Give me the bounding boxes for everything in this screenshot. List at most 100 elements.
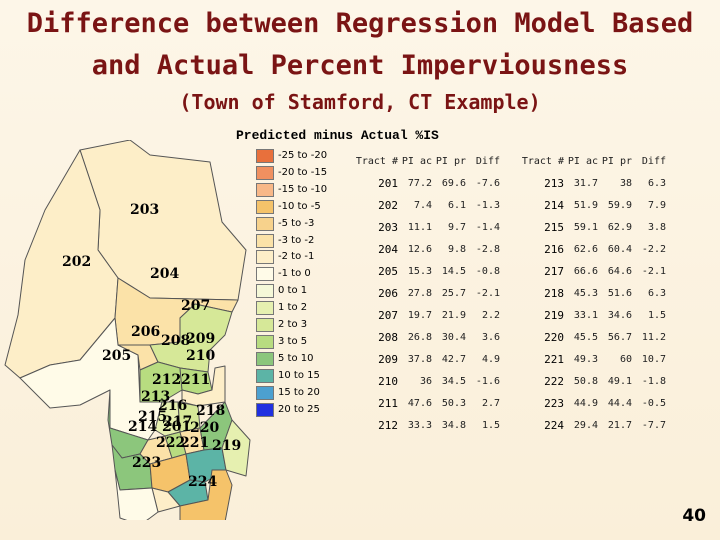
header-diff-right: Diff [641,155,666,167]
diff-cell: -7.6 [475,177,500,189]
diff-cell: 6.3 [647,287,666,299]
legend-swatch [256,284,274,299]
tract-cell: 222 [544,374,564,388]
tract-219-area [221,419,251,477]
map-label-216: 216 [158,398,187,414]
legend-item: 0 to 1 [256,283,346,299]
pi-pr-cell: 50.3 [441,397,466,409]
subtitle: (Town of Stamford, CT Example) [179,90,541,114]
map-label-211: 211 [181,372,210,388]
tract-cell: 210 [378,374,398,388]
diff-cell: 3.8 [647,221,666,233]
legend-item: 3 to 5 [256,334,346,350]
pi-ac-cell: 15.3 [407,265,432,277]
diff-cell: 7.9 [647,199,666,211]
table-row: 210 36 34.5 -1.6 222 50.8 49.1 -1.8 [348,370,666,392]
legend-label: 3 to 5 [278,335,308,347]
legend-swatch [256,334,274,349]
legend-label: -3 to -2 [278,234,315,246]
tract-cell: 208 [378,330,398,344]
pi-ac-cell: 29.4 [573,419,598,431]
tract-cell: 205 [378,264,398,278]
pi-pr-cell: 59.9 [607,199,632,211]
pi-pr-cell: 25.7 [441,287,466,299]
map-label-203: 203 [130,202,159,218]
legend-label: 10 to 15 [278,369,320,381]
pi-pr-cell: 34.5 [441,375,466,387]
legend-swatch [256,301,274,316]
diff-cell: -2.1 [641,265,666,277]
tract-cell: 206 [378,286,398,300]
map-label-221: 221 [180,435,209,451]
map-label-212: 212 [152,372,181,388]
legend-label: -10 to -5 [278,200,321,212]
pi-ac-cell: 45.5 [573,331,598,343]
diff-cell: -7.7 [641,419,666,431]
pi-pr-cell: 51.6 [607,287,632,299]
pi-ac-cell: 7.4 [413,199,432,211]
map-label-214: 214 [128,419,157,435]
map-label-210: 210 [186,348,215,364]
diff-cell: -1.8 [641,375,666,387]
legend-item: 1 to 2 [256,300,346,316]
tract-cell: 209 [378,352,398,366]
table-row: 201 77.2 69.6 -7.6 213 31.7 38 6.3 [348,172,666,194]
legend-label: 5 to 10 [278,352,314,364]
header-pi-pr-left: PI pr [435,155,466,167]
legend-swatch [256,267,274,282]
tract-cell: 203 [378,220,398,234]
pi-pr-cell: 60.4 [607,243,632,255]
diff-cell: -0.5 [641,397,666,409]
pi-ac-cell: 62.6 [573,243,598,255]
diff-cell: 2.2 [481,309,500,321]
pi-ac-cell: 33.3 [407,419,432,431]
pi-pr-cell: 9.8 [447,243,466,255]
diff-cell: -2.8 [475,243,500,255]
diff-cell: 3.6 [481,331,500,343]
legend-item: -2 to -1 [256,249,346,265]
pi-ac-cell: 11.1 [407,221,432,233]
legend-item: -10 to -5 [256,199,346,215]
map-label-202: 202 [62,254,91,270]
pi-pr-cell: 62.9 [607,221,632,233]
title-line-2: and Actual Percent Imperviousness [91,50,629,81]
pi-ac-cell: 12.6 [407,243,432,255]
legend-swatch [256,182,274,197]
legend-item: -15 to -10 [256,182,346,198]
header-pi-pr-right: PI pr [601,155,632,167]
pi-pr-cell: 34.8 [441,419,466,431]
legend-item: -1 to 0 [256,266,346,282]
pi-pr-cell: 38 [619,177,632,189]
diff-cell: -1.4 [475,221,500,233]
map-label-224: 224 [188,474,217,490]
tract-data-table: Tract # PI ac PI pr Diff Tract # PI ac P… [348,150,666,436]
pi-ac-cell: 26.8 [407,331,432,343]
pi-pr-cell: 14.5 [441,265,466,277]
diff-cell: 11.2 [641,331,666,343]
map-label-215: 215 [138,409,167,425]
pi-ac-cell: 47.6 [407,397,432,409]
map-label-208: 208 [161,333,190,349]
map-label-218: 218 [196,403,225,419]
legend-label: -2 to -1 [278,251,315,263]
pi-ac-cell: 66.6 [573,265,598,277]
legend-item: 5 to 10 [256,351,346,367]
map-label-219: 219 [212,438,241,454]
header-diff-left: Diff [475,155,500,167]
pi-ac-cell: 31.7 [573,177,598,189]
header-pi-ac-left: PI ac [401,155,432,167]
diff-cell: -0.8 [475,265,500,277]
pi-ac-cell: 49.3 [573,353,598,365]
tract-210-area [181,365,226,407]
pi-ac-cell: 19.7 [407,309,432,321]
legend-item: -25 to -20 [256,148,346,164]
tract-223-area [114,469,159,520]
tract-cell: 207 [378,308,398,322]
diff-cell: -2.2 [641,243,666,255]
pi-pr-cell: 69.6 [441,177,466,189]
legend-label: -5 to -3 [278,217,315,229]
diff-cell: 10.7 [641,353,666,365]
legend-item: 10 to 15 [256,368,346,384]
pi-pr-cell: 60 [619,353,632,365]
table-row: 209 37.8 42.7 4.9 221 49.3 60 10.7 [348,348,666,370]
